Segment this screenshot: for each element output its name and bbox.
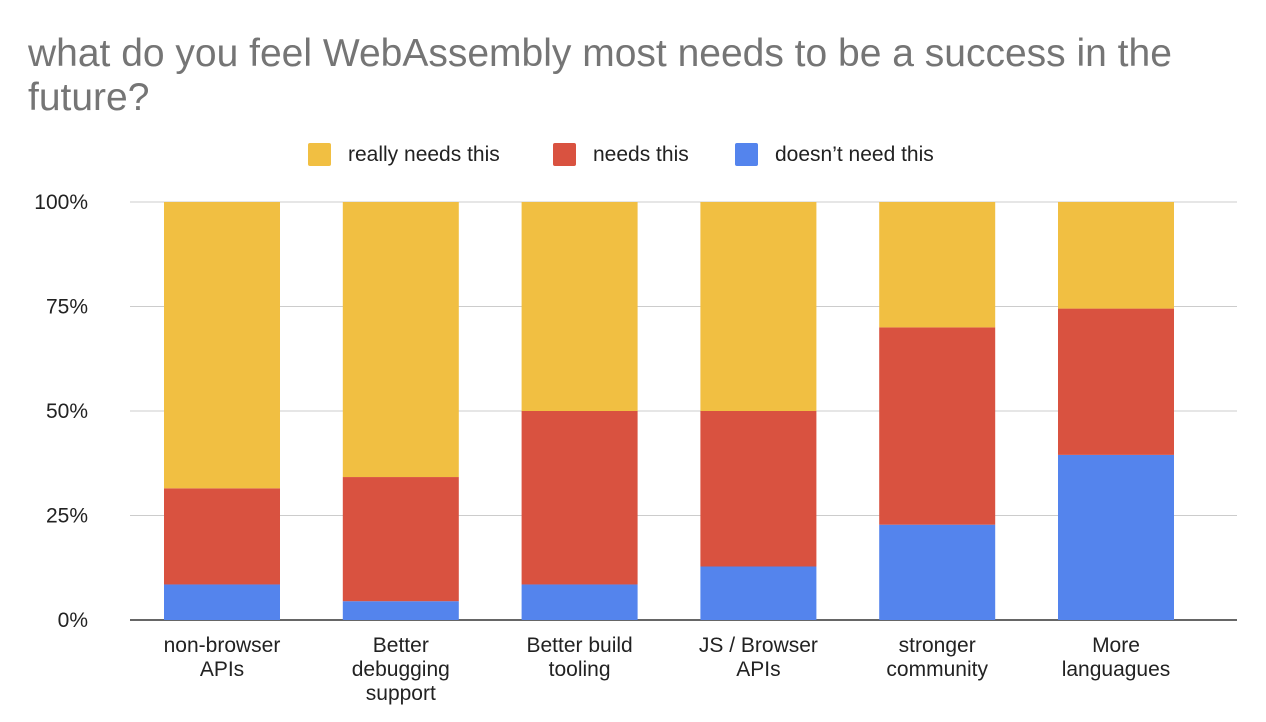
x-tick-label: stronger community — [886, 634, 988, 681]
bar-segment — [700, 566, 817, 620]
chart-title: what do you feel WebAssembly most needs … — [28, 32, 1172, 119]
legend-swatch — [553, 143, 576, 166]
bar-segment — [700, 202, 817, 411]
bars — [164, 202, 1174, 620]
bar-segment — [342, 477, 459, 602]
bar-segment — [1058, 308, 1174, 455]
bar-segment — [164, 488, 280, 585]
legend-swatch — [735, 143, 758, 166]
bar-segment — [1058, 454, 1174, 620]
bar-segment — [342, 202, 459, 478]
bar-segment — [164, 202, 280, 489]
bar-segment — [521, 411, 638, 585]
bar-segment — [164, 584, 280, 620]
legend: really needs this needs this doesn’t need … — [308, 143, 934, 166]
x-tick-label: Better debugging support — [352, 634, 450, 705]
bar-segment — [879, 327, 996, 525]
x-tick-label: non-browser APIs — [164, 634, 281, 681]
legend-label: really needs this — [348, 143, 500, 166]
legend-label: doesn’t need this — [775, 143, 934, 166]
y-tick-label: 100% — [34, 191, 88, 214]
legend-swatch — [308, 143, 331, 166]
y-axis-ticks: 0% 25% 50% 75% 100% — [34, 191, 88, 632]
legend-label: needs this — [593, 143, 689, 166]
gridlines — [130, 201, 1237, 621]
y-tick-label: 75% — [46, 296, 88, 319]
bar-segment — [521, 584, 638, 620]
x-tick-label: More languagues — [1062, 634, 1171, 681]
bar-segment — [879, 202, 996, 328]
y-tick-label: 0% — [58, 609, 88, 632]
y-tick-label: 50% — [46, 400, 88, 423]
bar-segment — [342, 601, 459, 620]
bar-segment — [700, 411, 817, 567]
bar-segment — [521, 202, 638, 411]
x-axis-labels: non-browser APIs Better debugging support Bet… — [164, 634, 1171, 705]
y-tick-label: 25% — [46, 505, 88, 528]
x-tick-label: Better build tooling — [526, 634, 632, 681]
x-tick-label: JS / Browser APIs — [699, 634, 818, 681]
bar-segment — [1058, 202, 1174, 309]
bar-segment — [879, 524, 996, 620]
